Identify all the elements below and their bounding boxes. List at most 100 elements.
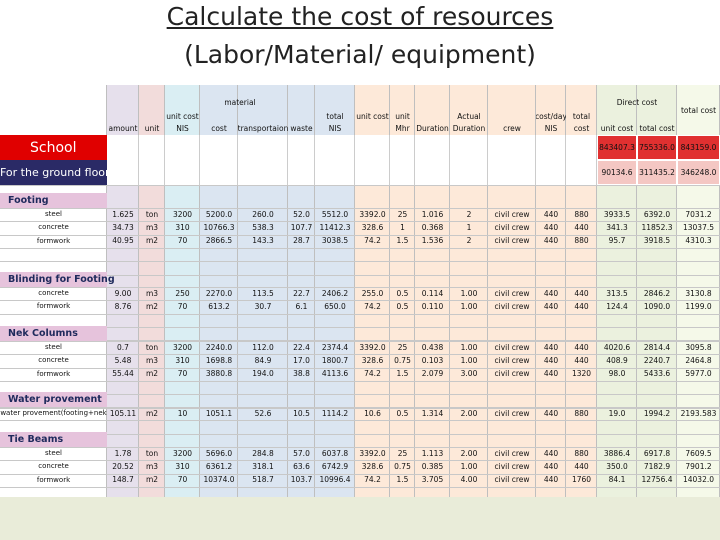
cell (390, 160, 415, 185)
cell: 17.0 (293, 356, 310, 366)
cell: 3095.8 (685, 342, 712, 352)
cell: 0.5 (396, 408, 409, 418)
cell (315, 135, 355, 160)
cell: 2 (466, 236, 472, 246)
cell: 328.6 (361, 356, 384, 366)
cell: 440 (543, 288, 559, 298)
cell: cost (573, 124, 590, 134)
cell: 440 (543, 408, 559, 418)
row-line (0, 473, 720, 475)
cell: Footing (0, 193, 107, 208)
cell: 755336.0 (637, 135, 677, 160)
cell: 1199.0 (685, 302, 712, 312)
cell: 3200 (172, 342, 193, 352)
cell: 8.76 (114, 302, 132, 312)
cell: Water provement (0, 392, 107, 407)
cell: 6917.8 (643, 448, 671, 458)
cell (139, 135, 165, 160)
cell: amount (108, 124, 138, 134)
row-line (0, 247, 720, 249)
cell: 5512.0 (321, 209, 349, 219)
cell: 0.114 (421, 288, 444, 298)
cell: 440 (543, 462, 559, 472)
cell: 12756.4 (641, 475, 673, 485)
cell: 95.7 (608, 236, 626, 246)
cell (536, 135, 566, 160)
cell: 2406.2 (321, 288, 349, 298)
cell: total (572, 112, 591, 122)
cell: civil crew (494, 369, 530, 379)
slide-footer (0, 497, 720, 540)
cell: civil crew (494, 448, 530, 458)
cell: 148.7 (112, 475, 134, 485)
cell: 10.6 (364, 408, 381, 418)
cell (450, 135, 488, 160)
cell: 440 (574, 342, 589, 352)
cell: 440 (543, 356, 559, 366)
cell: 1.5 (396, 475, 409, 485)
cell: 10766.3 (203, 223, 235, 233)
cell: 1.113 (421, 448, 444, 458)
row-line (0, 486, 720, 488)
cell: 2193.583 (680, 408, 717, 418)
cell: steel (45, 343, 62, 352)
cell: 613.2 (208, 302, 230, 312)
cell (165, 160, 200, 185)
cell: 6361.2 (205, 462, 233, 472)
cell: 440 (574, 223, 589, 233)
cell: 10996.4 (319, 475, 351, 485)
cell: 0.368 (421, 223, 444, 233)
cell: 0.75 (394, 356, 411, 366)
cell: waste (290, 124, 313, 134)
cell: concrete (38, 289, 69, 298)
cell (566, 135, 597, 160)
cell: 3130.8 (685, 288, 712, 298)
cell: 105.11 (109, 408, 137, 418)
cell: 70 (177, 236, 188, 246)
cell: 11412.3 (319, 223, 351, 233)
cell: 70 (177, 369, 188, 379)
cell: 25 (397, 342, 408, 352)
cell: 4113.6 (321, 369, 349, 379)
cell: ton (145, 209, 159, 219)
cell: 650.0 (324, 302, 346, 312)
cell: ton (145, 448, 159, 458)
cell: 2240.7 (643, 356, 671, 366)
cell: 70 (177, 475, 188, 485)
cell: unit (144, 124, 160, 134)
cell: cost/day (536, 112, 566, 122)
cell: 440 (543, 475, 559, 485)
cell: 0.75 (394, 462, 411, 472)
cell: 38.8 (293, 369, 310, 379)
row-line (0, 261, 720, 263)
cell: civil crew (494, 302, 530, 312)
cell (200, 160, 238, 185)
cell: 7182.9 (643, 462, 671, 472)
cell: 328.6 (361, 462, 384, 472)
cell: crew (503, 124, 521, 134)
cell: 4310.3 (685, 236, 712, 246)
cell: 250 (175, 288, 190, 298)
cell: m3 (145, 356, 159, 366)
cell: civil crew (494, 209, 530, 219)
cell: concrete (38, 356, 69, 365)
cell: 880 (574, 236, 589, 246)
cell: 310 (175, 462, 190, 472)
cell: Nek Columns (0, 326, 107, 341)
cell: 3.00 (460, 369, 478, 379)
cell: 3918.5 (643, 236, 671, 246)
cell: 90134.6 (597, 160, 637, 185)
cell: ton (145, 342, 159, 352)
cell: Tie Beams (0, 432, 107, 447)
cell: 3886.4 (603, 448, 631, 458)
row-line (0, 234, 720, 236)
cell: 9.00 (114, 288, 132, 298)
cell: transportaion (238, 124, 288, 134)
cell: Duration (452, 124, 486, 134)
cell: 1.00 (460, 342, 478, 352)
cell: 328.6 (361, 223, 384, 233)
cell: 6037.8 (321, 448, 349, 458)
cell: 70 (177, 302, 188, 312)
row-line (0, 300, 720, 302)
cell: civil crew (494, 223, 530, 233)
